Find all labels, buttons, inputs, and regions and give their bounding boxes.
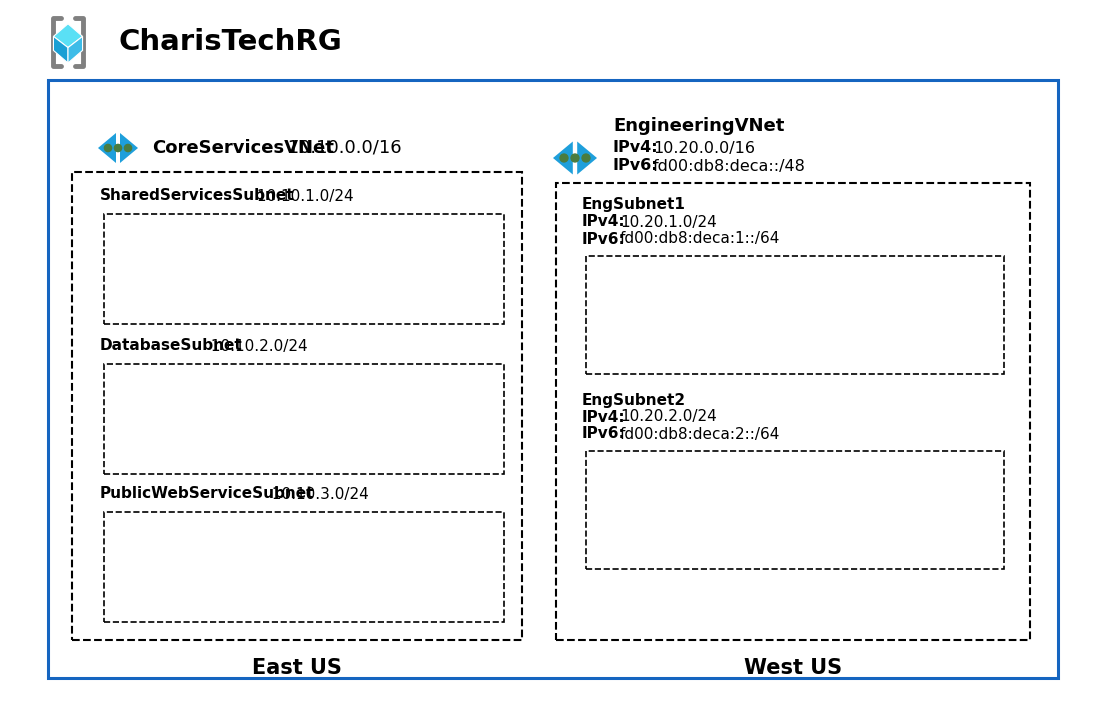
Text: 10.10.1.0/24: 10.10.1.0/24 <box>251 188 354 203</box>
Text: fd00:db8:deca::/48: fd00:db8:deca::/48 <box>653 159 806 173</box>
Polygon shape <box>98 133 116 163</box>
Text: CoreServicesVNet: CoreServicesVNet <box>152 139 334 157</box>
Circle shape <box>582 154 590 162</box>
Circle shape <box>105 144 111 152</box>
Text: 10.20.2.0/24: 10.20.2.0/24 <box>620 409 717 425</box>
Text: fd00:db8:deca:2::/64: fd00:db8:deca:2::/64 <box>620 426 781 442</box>
Text: IPv4:: IPv4: <box>582 409 625 425</box>
Text: DatabaseSubnet: DatabaseSubnet <box>100 338 243 353</box>
Bar <box>556 183 1030 640</box>
Bar <box>104 364 504 474</box>
Polygon shape <box>577 142 597 174</box>
Circle shape <box>571 154 579 162</box>
Circle shape <box>560 154 568 162</box>
Text: IPv4:: IPv4: <box>613 140 658 156</box>
Text: EngSubnet1: EngSubnet1 <box>582 198 686 212</box>
Bar <box>104 214 504 324</box>
Polygon shape <box>53 24 83 47</box>
Text: IPv6:: IPv6: <box>582 232 625 246</box>
Text: 10.20.0.0/16: 10.20.0.0/16 <box>653 140 754 156</box>
Text: IPv4:: IPv4: <box>582 215 625 229</box>
Polygon shape <box>53 36 68 63</box>
Text: IPv6:: IPv6: <box>582 426 625 442</box>
Text: EngineeringVNet: EngineeringVNet <box>613 117 784 135</box>
Text: IPv6:: IPv6: <box>613 159 658 173</box>
Text: 10.10.0.0/16: 10.10.0.0/16 <box>281 139 401 157</box>
Polygon shape <box>120 133 138 163</box>
Text: CharisTechRG: CharisTechRG <box>118 28 342 56</box>
Circle shape <box>115 144 121 152</box>
Text: West US: West US <box>743 658 842 678</box>
Bar <box>72 172 522 640</box>
Bar <box>586 256 1004 374</box>
Text: 10.20.1.0/24: 10.20.1.0/24 <box>620 215 717 229</box>
Polygon shape <box>68 36 83 63</box>
Bar <box>586 451 1004 569</box>
Text: PublicWebServiceSubnet: PublicWebServiceSubnet <box>100 486 314 501</box>
Bar <box>49 80 1058 678</box>
Polygon shape <box>553 142 572 174</box>
Circle shape <box>125 144 131 152</box>
Text: East US: East US <box>253 658 342 678</box>
Bar <box>104 512 504 622</box>
Text: 10.10.2.0/24: 10.10.2.0/24 <box>206 338 308 353</box>
Text: SharedServicesSubnet: SharedServicesSubnet <box>100 188 295 203</box>
Text: EngSubnet2: EngSubnet2 <box>582 392 686 408</box>
Text: 10.10.3.0/24: 10.10.3.0/24 <box>267 486 368 501</box>
Text: fd00:db8:deca:1::/64: fd00:db8:deca:1::/64 <box>620 232 781 246</box>
